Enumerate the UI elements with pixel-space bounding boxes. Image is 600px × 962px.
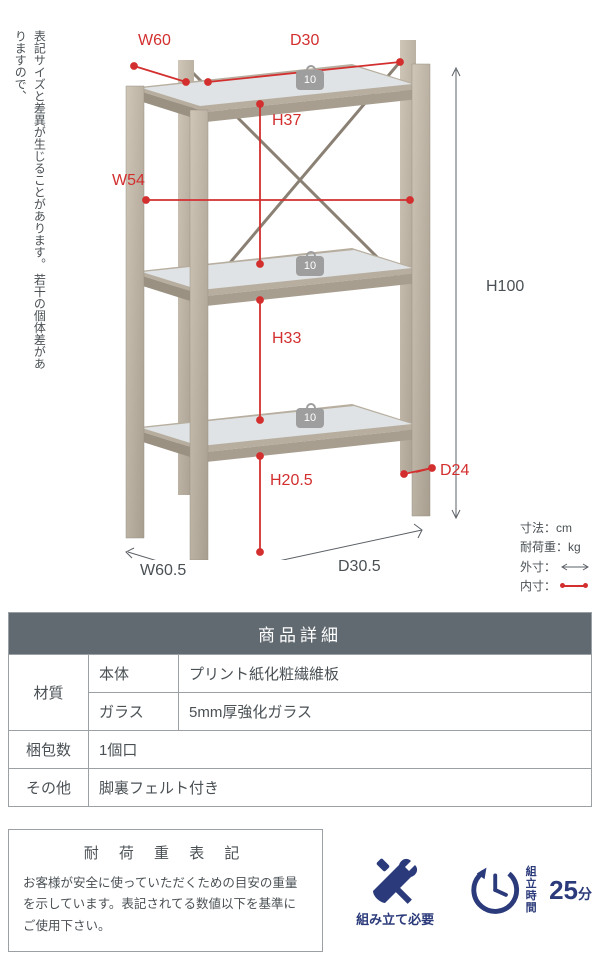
material-label: 材質	[9, 655, 89, 730]
spec-table: 商品詳細 材質 本体 プリント紙化粧繊維板 ガラス 5mm厚強化ガラス 梱包数 …	[8, 612, 592, 807]
assembly-time: 組立 時間 25 分	[467, 861, 592, 919]
assembly-label: 組み立て必要	[356, 909, 434, 928]
dim-h33: H33	[272, 330, 301, 348]
clock-arrow-icon	[467, 861, 523, 919]
dim-w605: W60.5	[140, 562, 186, 580]
time-mid: 時間	[526, 890, 547, 914]
dim-d305: D30.5	[338, 558, 381, 576]
note-line-2: 表記サイズと差異が生じることがあります。	[32, 30, 46, 270]
package-label: 梱包数	[9, 731, 89, 768]
dim-w60: W60	[138, 32, 171, 50]
weight-tag-mid: 10	[296, 256, 324, 276]
load-capacity-box: 耐 荷 重 表 記 お客様が安全に使っていただくための目安の重量を示しています。…	[8, 829, 323, 952]
material-sub-glass: ガラス	[89, 693, 179, 730]
material-val-body: プリント紙化粧繊維板	[179, 655, 591, 692]
wrench-screwdriver-icon	[365, 853, 425, 905]
legend-load: 耐荷重：kg	[520, 538, 581, 557]
dim-h37: H37	[272, 112, 301, 130]
inner-arrow-icon	[560, 582, 588, 590]
dim-w54: W54	[112, 172, 145, 190]
legend-unit: 寸法：cm	[520, 519, 572, 538]
dim-d30: D30	[290, 32, 319, 50]
weight-tag-top: 10	[296, 70, 324, 90]
weight-tag-bottom: 10	[296, 408, 324, 428]
package-val: 1個口	[89, 731, 591, 768]
assembly-required: 組み立て必要	[341, 853, 449, 928]
dim-d24: D24	[440, 462, 469, 480]
material-val-glass: 5mm厚強化ガラス	[179, 693, 591, 730]
time-num: 25	[549, 875, 578, 906]
load-title: 耐 荷 重 表 記	[23, 842, 308, 863]
legend-inner-label: 内寸：	[520, 577, 556, 596]
legend: 寸法：cm 耐荷重：kg 外寸： 内寸：	[520, 519, 590, 596]
dim-h20: H20.5	[270, 472, 313, 490]
legend-outer-label: 外寸：	[520, 558, 556, 577]
time-text: 組立 時間	[526, 866, 547, 914]
dim-h100: H100	[486, 278, 524, 296]
diagram-area: 表記サイズと差異が生じることがあります。 若干の個体差がありますので、	[0, 0, 600, 600]
spec-header: 商品詳細	[9, 613, 591, 654]
time-unit: 分	[578, 884, 592, 904]
load-text: お客様が安全に使っていただくための目安の重量を示しています。表記されてる数値以下…	[23, 873, 308, 937]
outer-arrow-icon	[560, 562, 590, 572]
material-sub-body: 本体	[89, 655, 179, 692]
other-label: その他	[9, 769, 89, 806]
time-top: 組立	[526, 866, 547, 890]
size-variance-note: 表記サイズと差異が生じることがあります。 若干の個体差がありますので、	[10, 30, 48, 370]
other-val: 脚裏フェルト付き	[89, 769, 591, 806]
bottom-row: 耐 荷 重 表 記 お客様が安全に使っていただくための目安の重量を示しています。…	[8, 829, 592, 952]
